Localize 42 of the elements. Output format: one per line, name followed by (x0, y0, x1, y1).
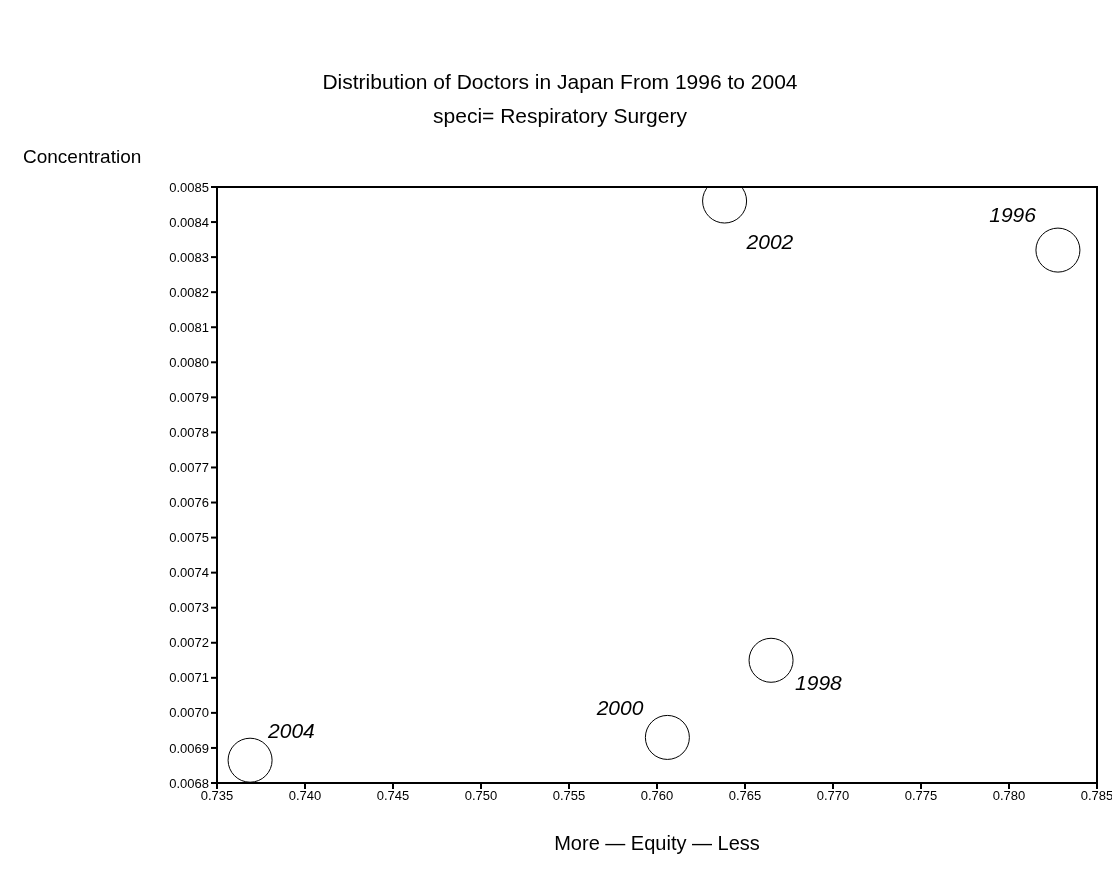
y-tick-label: 0.0076 (169, 495, 209, 511)
y-tick-label: 0.0081 (169, 319, 209, 335)
y-tick-label: 0.0083 (169, 249, 209, 265)
y-tick-label: 0.0075 (169, 530, 209, 546)
y-tick-label: 0.0077 (169, 460, 209, 476)
x-tick-label: 0.740 (288, 788, 322, 804)
point (644, 714, 690, 760)
y-tick-label: 0.0074 (169, 565, 209, 581)
x-tick-label: 0.735 (200, 788, 234, 804)
point (227, 737, 273, 783)
x-tick-label: 0.750 (464, 788, 498, 804)
point (748, 637, 794, 683)
y-tick-label: 0.0084 (169, 214, 209, 230)
x-axis-title: More — Equity — Less (554, 832, 760, 854)
x-tick-label: 0.755 (552, 788, 586, 804)
annotation: 1996 (989, 203, 1037, 227)
y-tick-label: 0.0082 (169, 284, 209, 300)
chart-subtitle: speci= Respiratory Surgery (432, 104, 688, 128)
x-tick-label: 0.780 (992, 788, 1026, 804)
x-tick-label: 0.770 (816, 788, 850, 804)
x-tick-label: 0.785 (1080, 788, 1114, 804)
y-axis-title: Concentration (23, 146, 142, 168)
annotation: 2000 (595, 696, 644, 720)
annotation: 1998 (795, 671, 843, 695)
x-tick-label: 0.775 (904, 788, 938, 804)
x-tick-label: 0.760 (640, 788, 674, 804)
y-tick-label: 0.0070 (169, 705, 209, 721)
y-tick-label: 0.0079 (169, 389, 209, 405)
y-tick-label: 0.0078 (169, 425, 209, 441)
y-tick-label: 0.0068 (169, 775, 209, 791)
annotation: 2004 (267, 719, 315, 743)
y-tick-label: 0.0073 (169, 600, 209, 616)
point (1035, 227, 1081, 273)
y-tick-label: 0.0072 (169, 635, 209, 651)
chart-title: Distribution of Doctors in Japan From 1996 to 2004 (321, 70, 799, 94)
y-tick-label: 0.0080 (169, 354, 209, 370)
annotation: 2002 (745, 230, 794, 254)
x-tick-label: 0.745 (376, 788, 410, 804)
x-tick-label: 0.765 (728, 788, 762, 804)
y-tick-label: 0.0085 (169, 179, 209, 195)
y-tick-label: 0.0071 (169, 670, 209, 686)
y-tick-label: 0.0069 (169, 740, 209, 756)
